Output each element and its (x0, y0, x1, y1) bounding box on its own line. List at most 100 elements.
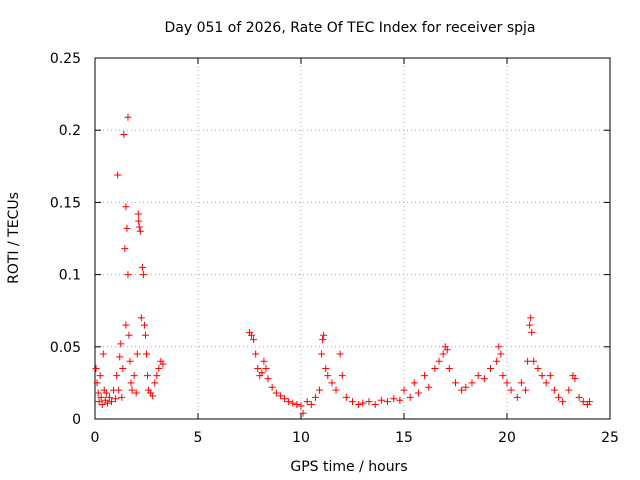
data-point (139, 271, 147, 279)
data-point (303, 398, 311, 406)
data-point (497, 350, 505, 358)
data-point (507, 386, 515, 394)
data-point (517, 379, 525, 387)
chart-title: Day 051 of 2026, Rate Of TEC Index for r… (164, 20, 535, 36)
data-point (546, 372, 554, 380)
data-point (480, 375, 488, 383)
data-point (281, 395, 289, 403)
data-point (130, 372, 138, 380)
data-point (443, 346, 451, 354)
data-point (116, 353, 124, 361)
y-tick-label: 0 (72, 412, 81, 428)
data-point (495, 343, 503, 351)
data-point (299, 409, 307, 417)
data-point (311, 393, 319, 401)
x-tick-label: 25 (601, 430, 619, 446)
data-point (134, 210, 142, 218)
data-point (123, 224, 131, 232)
data-point (133, 350, 141, 358)
data-point (320, 331, 328, 339)
data-point (342, 393, 350, 401)
y-tick-label: 0.25 (50, 51, 81, 67)
data-point (151, 379, 159, 387)
grid-lines (95, 58, 610, 419)
data-point (99, 350, 107, 358)
data-point (526, 321, 534, 329)
data-point (120, 131, 128, 139)
y-tick-label: 0.1 (59, 268, 81, 284)
data-point (114, 171, 122, 179)
data-point (522, 386, 530, 394)
data-point (140, 321, 148, 329)
data-point (107, 398, 115, 406)
data-point (135, 217, 143, 225)
data-point (97, 393, 105, 401)
data-point (122, 203, 130, 211)
data-point (93, 379, 101, 387)
data-point (468, 379, 476, 387)
data-points (92, 113, 593, 417)
data-point (95, 398, 103, 406)
data-point (435, 357, 443, 365)
data-point (96, 372, 104, 380)
data-point (524, 357, 532, 365)
data-point (102, 389, 110, 397)
data-point (555, 393, 562, 401)
tick-marks (94, 57, 611, 420)
x-tick-label: 10 (292, 430, 310, 446)
y-tick-label: 0.15 (50, 195, 81, 211)
data-point (293, 401, 301, 409)
data-point (322, 364, 330, 372)
data-point (406, 393, 414, 401)
data-point (371, 401, 379, 409)
data-point (400, 386, 408, 394)
data-point (565, 386, 573, 394)
data-point (118, 393, 126, 401)
data-point (534, 364, 542, 372)
y-tick-label: 0.2 (59, 123, 81, 139)
data-point (359, 399, 367, 407)
data-point (316, 386, 324, 394)
data-point (474, 372, 482, 380)
data-point (503, 379, 511, 387)
data-point (143, 350, 150, 358)
data-point (499, 372, 507, 380)
data-point (493, 357, 501, 365)
data-point (126, 357, 134, 365)
data-point (144, 372, 152, 380)
data-point (377, 396, 385, 404)
data-point (530, 357, 538, 365)
data-point (355, 401, 363, 409)
data-point (98, 401, 106, 409)
data-point (439, 350, 447, 358)
data-point (285, 398, 293, 406)
x-tick-labels: 0 5 10 15 20 25 (91, 430, 619, 446)
data-point (332, 386, 340, 394)
data-point (528, 328, 536, 336)
data-point (328, 379, 336, 387)
x-tick-label: 15 (395, 430, 413, 446)
data-point (431, 364, 439, 372)
data-point (103, 399, 111, 407)
data-point (268, 383, 276, 391)
data-point (527, 314, 535, 322)
data-point (113, 372, 121, 380)
data-point (137, 314, 145, 322)
data-point (250, 336, 258, 344)
data-point (338, 372, 346, 380)
data-point (262, 364, 270, 372)
data-point (542, 379, 550, 387)
x-tick-label: 20 (498, 430, 516, 446)
data-point (141, 331, 149, 339)
data-point (575, 393, 583, 401)
data-point (124, 271, 132, 279)
data-point (155, 364, 163, 372)
data-point (132, 389, 140, 397)
data-point (138, 263, 146, 271)
data-point (122, 321, 130, 329)
data-point (159, 360, 167, 368)
data-point (136, 227, 144, 235)
data-point (462, 383, 470, 391)
data-point (124, 113, 132, 121)
